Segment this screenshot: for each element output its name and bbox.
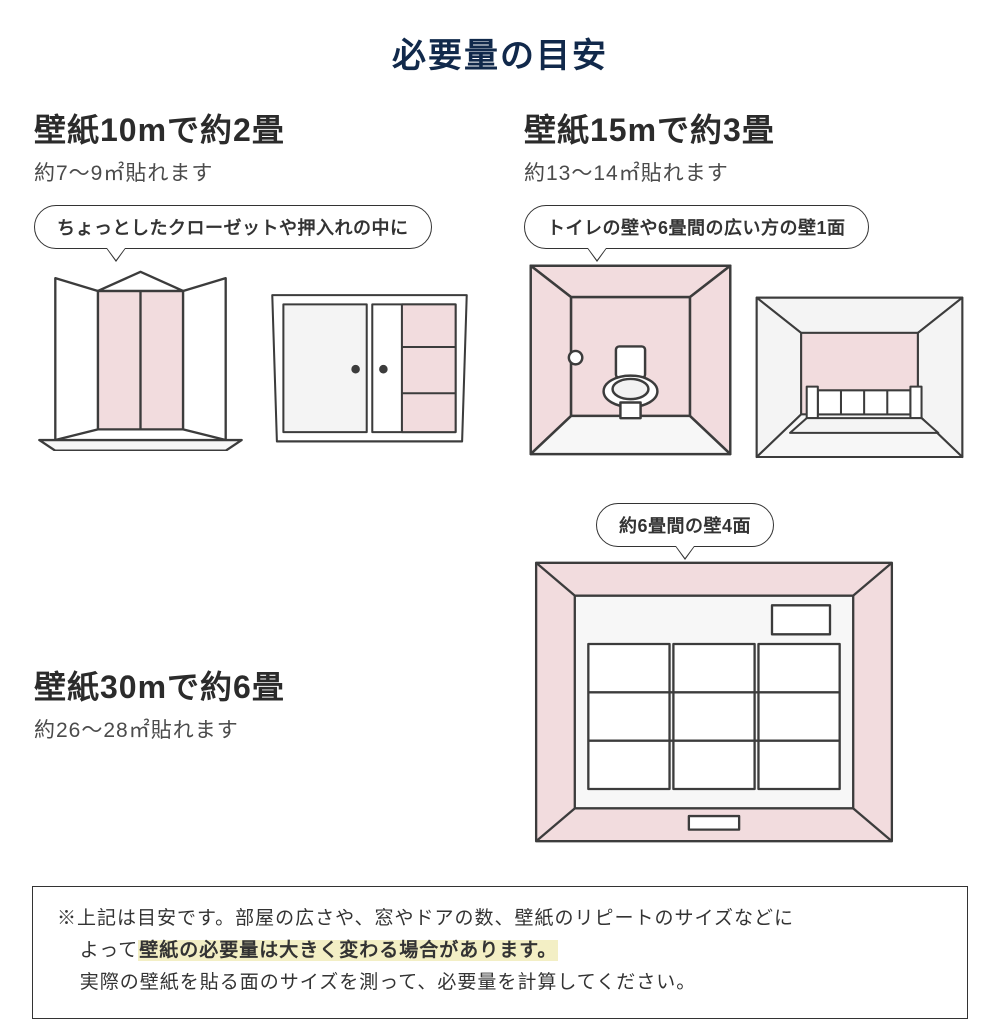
section-15m: 壁紙15mで約3畳 約13～14㎡貼れます トイレの壁や6畳間の広い方の壁1面 bbox=[524, 105, 966, 461]
section-30m-illust: 約6畳間の壁4面 bbox=[524, 485, 966, 852]
closet-open-icon bbox=[34, 259, 247, 451]
section-30m-heading: 壁紙30mで約6畳 bbox=[34, 662, 476, 708]
section-10m-illust bbox=[34, 259, 476, 451]
section-15m-heading: 壁紙15mで約3畳 bbox=[524, 105, 966, 151]
room-one-wall-icon bbox=[753, 294, 966, 461]
footer-note: ※上記は目安です。部屋の広さや、窓やドアの数、壁紙のリピートのサイズなどに よっ… bbox=[32, 886, 968, 1019]
section-10m-sub: 約7～9㎡貼れます bbox=[34, 157, 476, 187]
footer-line2-pre: よって bbox=[80, 940, 138, 961]
section-15m-illust bbox=[524, 259, 966, 461]
footer-line1: ※上記は目安です。部屋の広さや、窓やドアの数、壁紙のリピートのサイズなどに bbox=[57, 908, 794, 929]
section-15m-sub: 約13～14㎡貼れます bbox=[524, 157, 966, 187]
footer-line2-highlight: 壁紙の必要量は大きく変わる場合があります。 bbox=[138, 940, 558, 961]
section-10m-bubble: ちょっとしたクローゼットや押入れの中に bbox=[34, 205, 432, 249]
toilet-room-icon bbox=[524, 259, 737, 461]
section-30m: 壁紙30mで約6畳 約26～28㎡貼れます bbox=[34, 592, 476, 744]
content-grid: 壁紙10mで約2畳 約7～9㎡貼れます ちょっとしたクローゼットや押入れの中に bbox=[24, 105, 976, 852]
closet-sliding-icon bbox=[263, 284, 476, 451]
section-10m-heading: 壁紙10mで約2畳 bbox=[34, 105, 476, 151]
section-10m: 壁紙10mで約2畳 約7～9㎡貼れます ちょっとしたクローゼットや押入れの中に bbox=[34, 105, 476, 461]
page-title: 必要量の目安 bbox=[24, 28, 976, 77]
section-15m-bubble: トイレの壁や6畳間の広い方の壁1面 bbox=[524, 205, 869, 249]
footer-line3: 実際の壁紙を貼る面のサイズを測って、必要量を計算してください。 bbox=[57, 967, 943, 999]
room-6tatami-icon bbox=[524, 557, 904, 847]
section-30m-bubble: 約6畳間の壁4面 bbox=[596, 503, 774, 547]
section-30m-sub: 約26～28㎡貼れます bbox=[34, 714, 476, 744]
